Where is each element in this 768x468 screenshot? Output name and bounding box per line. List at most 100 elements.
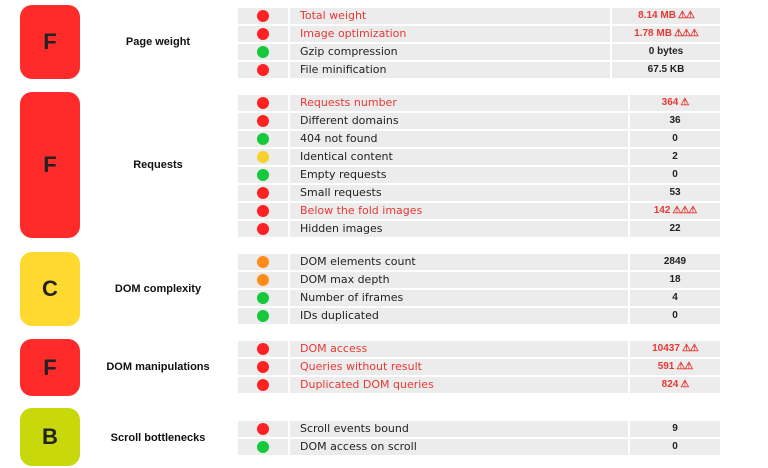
value-cell: 1.78 MB ⚠⚠⚠ [612,26,720,42]
metric-value: 824 [661,379,679,390]
label-cell: Small requests [290,185,628,201]
metric-row[interactable]: Identical content 2 [238,149,720,165]
metric-value: 53 [669,187,681,198]
value-cell: 9 [630,421,720,437]
status-dot-icon [257,169,269,181]
status-cell [238,131,288,147]
status-cell [238,95,288,111]
status-dot-icon [257,46,269,58]
status-dot-icon [257,10,269,22]
metric-value: 22 [669,223,681,234]
metric-label: File minification [300,63,387,76]
metric-row[interactable]: DOM access on scroll 0 [238,439,720,455]
label-cell: DOM access on scroll [290,439,628,455]
value-cell: 67.5 KB [612,62,720,78]
grade-badge: B [20,408,80,466]
label-cell: DOM access [290,341,628,357]
label-cell: Duplicated DOM queries [290,377,628,393]
category-label: DOM manipulations [106,361,210,373]
metric-label: Small requests [300,186,382,199]
status-cell [238,308,288,324]
status-cell [238,341,288,357]
value-cell: 0 [630,131,720,147]
status-cell [238,167,288,183]
metric-row[interactable]: IDs duplicated 0 [238,308,720,324]
status-dot-icon [257,205,269,217]
warning-triangle-icon: ⚠⚠ [681,343,699,354]
metric-row[interactable]: Total weight 8.14 MB ⚠⚠ [238,8,720,24]
metric-label: 404 not found [300,132,378,145]
metric-row[interactable]: 404 not found 0 [238,131,720,147]
category-label: Scroll bottlenecks [110,432,206,444]
status-cell [238,26,288,42]
metric-value: 18 [669,274,681,285]
status-dot-icon [257,115,269,127]
metric-row[interactable]: Hidden images 22 [238,221,720,237]
metric-value: 0 [672,310,678,321]
metric-row[interactable]: Gzip compression 0 bytes [238,44,720,60]
label-cell: Image optimization [290,26,610,42]
metric-row[interactable]: Below the fold images 142 ⚠⚠⚠ [238,203,720,219]
metric-value: 142 [653,205,671,216]
value-cell: 22 [630,221,720,237]
metric-value: 4 [672,292,678,303]
status-dot-icon [257,441,269,453]
value-cell: 0 [630,308,720,324]
metric-label: Queries without result [300,360,422,373]
grade-badge: F [20,5,80,79]
label-cell: DOM elements count [290,254,628,270]
category-label: Requests [133,159,183,171]
status-dot-icon [257,133,269,145]
warning-triangle-icon: ⚠⚠⚠ [672,205,697,216]
label-cell: Requests number [290,95,628,111]
status-cell [238,359,288,375]
status-cell [238,149,288,165]
metric-row[interactable]: DOM elements count 2849 [238,254,720,270]
metric-row[interactable]: Number of iframes 4 [238,290,720,306]
metric-row[interactable]: Empty requests 0 [238,167,720,183]
status-cell [238,113,288,129]
metric-label: Requests number [300,96,397,109]
metric-row[interactable]: DOM access 10437 ⚠⚠ [238,341,720,357]
status-cell [238,439,288,455]
status-dot-icon [257,97,269,109]
metrics-table: Requests number 364 ⚠ Different domains 36 4… [238,95,720,239]
value-cell: 591 ⚠⚠ [630,359,720,375]
value-cell: 4 [630,290,720,306]
value-cell: 10437 ⚠⚠ [630,341,720,357]
status-cell [238,62,288,78]
metric-value: 364 [661,97,679,108]
metric-row[interactable]: Small requests 53 [238,185,720,201]
metric-row[interactable]: Different domains 36 [238,113,720,129]
label-cell: 404 not found [290,131,628,147]
warning-triangle-icon: ⚠ [680,97,689,108]
warning-triangle-icon: ⚠⚠⚠ [673,28,699,39]
metric-label: Hidden images [300,222,383,235]
metric-row[interactable]: Queries without result 591 ⚠⚠ [238,359,720,375]
value-cell: 18 [630,272,720,288]
label-cell: IDs duplicated [290,308,628,324]
metric-row[interactable]: Image optimization 1.78 MB ⚠⚠⚠ [238,26,720,42]
metric-label: Number of iframes [300,291,404,304]
label-cell: Identical content [290,149,628,165]
metric-label: Duplicated DOM queries [300,378,434,391]
metric-row[interactable]: DOM max depth 18 [238,272,720,288]
label-cell: Scroll events bound [290,421,628,437]
label-cell: Empty requests [290,167,628,183]
metric-row[interactable]: Requests number 364 ⚠ [238,95,720,111]
warning-triangle-icon: ⚠⚠ [676,361,693,372]
metric-row[interactable]: File minification 67.5 KB [238,62,720,78]
metric-label: IDs duplicated [300,309,379,322]
metric-value: 67.5 KB [647,64,685,75]
metric-row[interactable]: Duplicated DOM queries 824 ⚠ [238,377,720,393]
grade-badge: F [20,339,80,396]
category-label: DOM complexity [114,283,202,295]
status-dot-icon [257,28,269,40]
metric-value: 0 bytes [648,46,684,57]
value-cell: 53 [630,185,720,201]
metric-row[interactable]: Scroll events bound 9 [238,421,720,437]
label-cell: DOM max depth [290,272,628,288]
label-cell: Queries without result [290,359,628,375]
value-cell: 2 [630,149,720,165]
metric-value: 8.14 MB [638,10,676,21]
